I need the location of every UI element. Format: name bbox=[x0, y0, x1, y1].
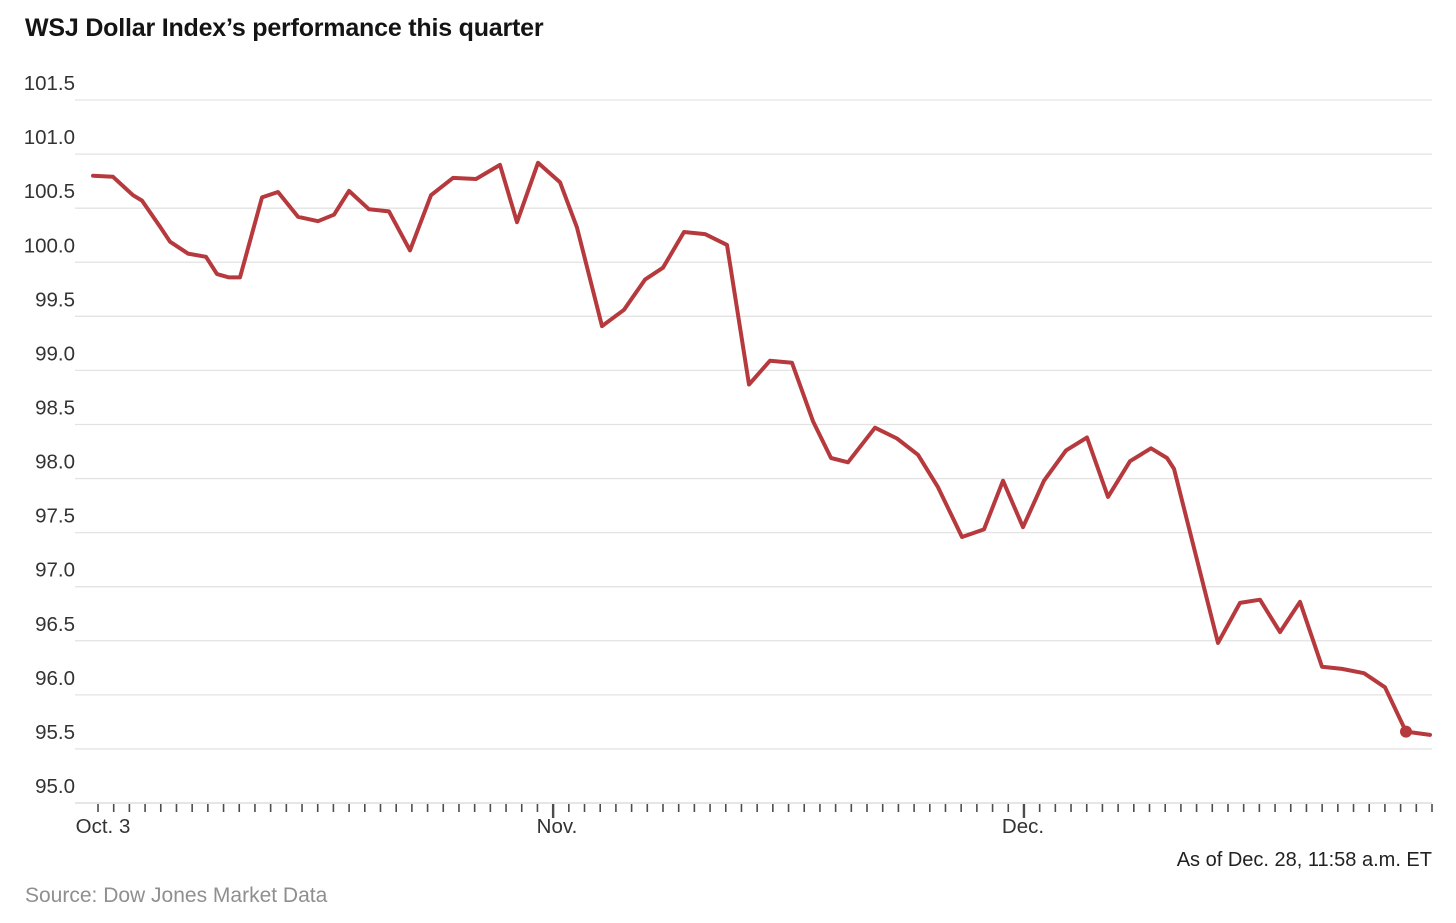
y-axis-label: 98.0 bbox=[35, 451, 75, 474]
chart-title: WSJ Dollar Index’s performance this quar… bbox=[25, 14, 544, 42]
y-axis-label: 101.0 bbox=[24, 126, 75, 149]
y-axis-label: 100.0 bbox=[24, 234, 75, 257]
y-axis-label: 95.5 bbox=[35, 721, 75, 744]
y-axis-label: 101.5 bbox=[24, 72, 75, 95]
x-axis-label: Oct. 3 bbox=[76, 815, 131, 838]
y-axis-label: 98.5 bbox=[35, 396, 75, 419]
y-axis-label: 96.0 bbox=[35, 667, 75, 690]
x-axis-label: Dec. bbox=[1002, 815, 1044, 838]
latest-value-dot bbox=[1400, 725, 1412, 738]
y-axis-label: 99.5 bbox=[35, 288, 75, 311]
y-axis-label: 100.5 bbox=[24, 180, 75, 203]
y-axis-label: 96.5 bbox=[35, 613, 75, 636]
x-axis-label: Nov. bbox=[537, 815, 578, 838]
y-axis-label: 97.0 bbox=[35, 559, 75, 582]
y-axis-label: 99.0 bbox=[35, 342, 75, 365]
y-axis-label: 95.0 bbox=[35, 775, 75, 798]
y-axis-label: 97.5 bbox=[35, 505, 75, 528]
series-line bbox=[91, 160, 1432, 737]
source-attribution: Source: Dow Jones Market Data bbox=[25, 884, 328, 907]
as-of-timestamp: As of Dec. 28, 11:58 a.m. ET bbox=[1176, 849, 1432, 871]
